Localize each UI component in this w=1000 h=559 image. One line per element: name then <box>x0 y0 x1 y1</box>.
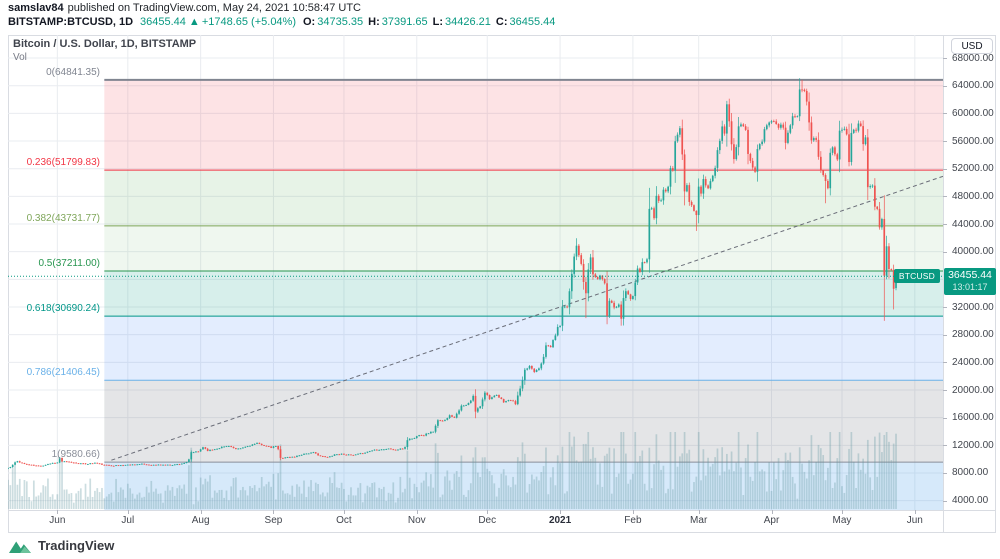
price-axis-label: 52000.00 <box>952 163 994 175</box>
time-axis-label: Sep <box>264 515 283 526</box>
price-tick <box>943 445 947 447</box>
time-tick <box>273 510 275 514</box>
time-axis-separator <box>8 510 996 511</box>
price-axis[interactable]: 68000.00 64000.00 60000.00 56000.00 52000.00… <box>943 35 1000 510</box>
symbol-name: BITSTAMP:BTCUSD, <box>8 16 116 28</box>
price-tick <box>943 196 947 198</box>
price-tick <box>943 85 947 87</box>
price-axis-label: 44000.00 <box>952 218 994 230</box>
time-axis-label: Jun <box>906 515 923 526</box>
close-value: 36455.44 <box>509 16 556 28</box>
close-label: C: <box>495 16 508 28</box>
price-axis-label: 28000.00 <box>952 329 994 341</box>
price-tick <box>943 251 947 253</box>
time-axis-label: Aug <box>191 515 210 526</box>
time-axis-label: Apr <box>763 515 780 526</box>
brand-name: TradingView <box>38 538 115 553</box>
last-price: 36455.44 <box>140 16 186 28</box>
low-value: 34426.21 <box>445 16 491 28</box>
open-label: O: <box>303 16 316 28</box>
price-axis-label: 4000.00 <box>952 495 989 507</box>
time-axis-label: Mar <box>690 515 708 526</box>
price-tick <box>943 417 947 419</box>
time-tick <box>57 510 59 514</box>
time-axis-label: May <box>832 515 852 526</box>
price-axis-label: 68000.00 <box>952 52 994 64</box>
time-tick <box>416 510 418 514</box>
time-tick <box>560 510 562 514</box>
price-axis-label: 16000.00 <box>952 412 994 424</box>
symbol-summary: BITSTAMP:BTCUSD, 1D 36455.44 ▲ +1748.65 (+5.… <box>8 16 555 28</box>
price-tick <box>943 168 947 170</box>
time-axis-label: Feb <box>624 515 642 526</box>
up-arrow-icon: ▲ <box>188 16 200 28</box>
price-tick <box>943 472 947 474</box>
price-tick <box>943 307 947 308</box>
price-tick <box>943 390 947 391</box>
price-axis-label: 24000.00 <box>952 356 994 368</box>
time-tick <box>632 510 634 514</box>
price-tick <box>943 141 947 143</box>
time-tick <box>914 510 916 514</box>
price-axis-label: 48000.00 <box>952 190 994 202</box>
brand-footer[interactable]: TradingView <box>8 537 114 554</box>
price-change: +1748.65 (+5.04%) <box>201 16 296 28</box>
time-axis[interactable]: Jun Jul Aug Sep Oct Nov Dec 2021 Feb Mar Apr May Jun <box>8 510 943 533</box>
badge-countdown: 13:01:17 <box>952 282 988 293</box>
author-name: samslav84 <box>8 2 64 14</box>
time-tick <box>841 510 843 514</box>
price-axis-label: 40000.00 <box>952 246 994 258</box>
price-tick <box>943 113 947 115</box>
tradingview-logo-icon <box>9 541 31 553</box>
interval-label: 1D <box>118 16 134 28</box>
time-tick <box>487 510 489 514</box>
price-axis-label: 32000.00 <box>952 301 994 313</box>
price-axis-label: 60000.00 <box>952 107 994 119</box>
time-tick <box>127 510 129 514</box>
price-axis-label: 56000.00 <box>952 135 994 147</box>
time-axis-label: 2021 <box>548 515 572 526</box>
publish-info: samslav84 published on TradingView.com, M… <box>8 2 361 14</box>
publish-text: published on TradingView.com, May 24, 20… <box>67 2 361 14</box>
currency-toggle-button[interactable]: USD <box>951 38 993 54</box>
price-axis-label: 8000.00 <box>952 467 989 479</box>
price-axis-label: 64000.00 <box>952 80 994 92</box>
high-label: H: <box>368 16 380 28</box>
time-tick <box>771 510 773 514</box>
badge-price: 36455.44 <box>948 269 992 282</box>
time-axis-label: Oct <box>336 515 352 526</box>
price-tick <box>943 334 947 336</box>
time-tick <box>698 510 700 514</box>
price-tick <box>943 224 947 226</box>
last-price-badge: 36455.44 13:01:17 <box>944 268 996 296</box>
price-tick <box>943 362 947 364</box>
time-tick <box>200 510 202 514</box>
high-value: 37391.65 <box>381 16 428 28</box>
time-tick <box>343 510 345 514</box>
price-axis-separator <box>943 35 944 533</box>
price-tick <box>943 58 947 60</box>
price-axis-label: 12000.00 <box>952 439 994 451</box>
low-label: L: <box>432 16 444 28</box>
time-axis-label: Dec <box>478 515 497 526</box>
price-axis-label: 20000.00 <box>952 384 994 396</box>
time-axis-label: Jul <box>121 515 135 526</box>
price-tick <box>943 500 947 502</box>
time-axis-label: Nov <box>407 515 426 526</box>
volume-label: Vol <box>13 52 27 63</box>
symbol-badge: BTCUSD <box>893 269 940 284</box>
time-axis-label: Jun <box>49 515 66 526</box>
open-value: 34735.35 <box>317 16 364 28</box>
chart-title: Bitcoin / U.S. Dollar, 1D, BITSTAMP <box>13 38 197 50</box>
